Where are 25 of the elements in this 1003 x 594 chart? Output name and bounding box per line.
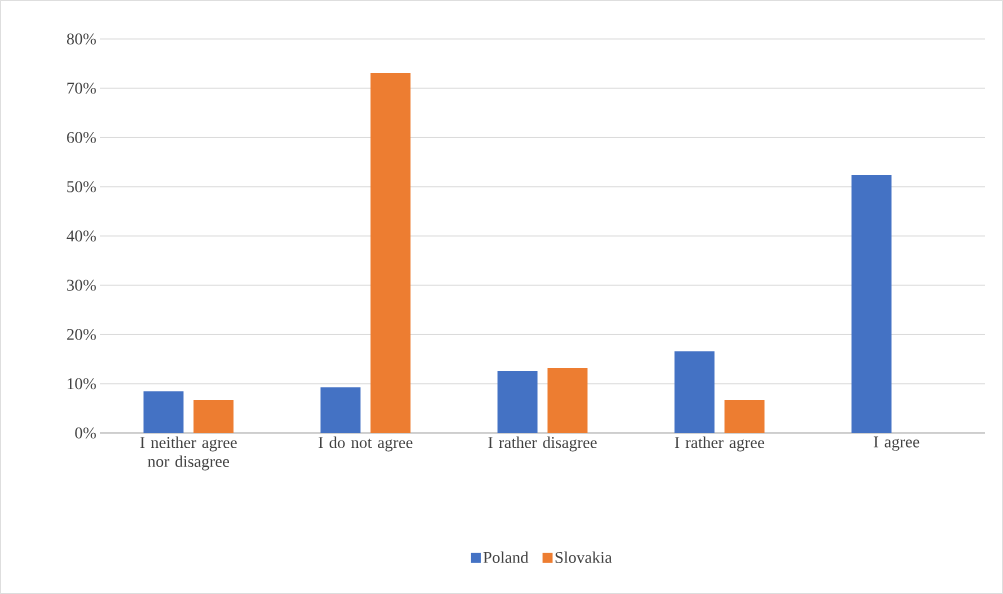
bar — [851, 174, 892, 433]
y-tick-label: 30% — [67, 279, 96, 291]
y-tick-label: 70% — [67, 82, 96, 94]
bar — [143, 391, 184, 433]
x-tick-label: I do not agree — [318, 436, 413, 452]
y-tick-label: 40% — [66, 230, 96, 242]
y-tick-label: 50% — [67, 181, 96, 193]
x-tick-label: I rather disagree — [488, 436, 597, 452]
bar — [370, 72, 411, 433]
bar — [497, 370, 538, 433]
bar — [547, 367, 588, 433]
bar — [320, 387, 361, 433]
y-tick-label: 60% — [67, 131, 96, 144]
x-tick-label: I rather agree — [674, 436, 765, 452]
y-tick-label: 10% — [67, 378, 96, 390]
y-tick-label: 0% — [75, 427, 96, 439]
x-tick-label: I agree — [873, 436, 920, 451]
bar — [674, 351, 715, 433]
y-tick-label: 80% — [66, 33, 96, 45]
bar — [724, 399, 765, 433]
legend-label: Slovakia — [555, 551, 612, 563]
bar — [193, 399, 234, 433]
x-tick-label: I neither agree nor disagree — [140, 436, 237, 471]
y-tick-label: 20% — [67, 328, 96, 341]
legend-label: Poland — [483, 551, 529, 563]
